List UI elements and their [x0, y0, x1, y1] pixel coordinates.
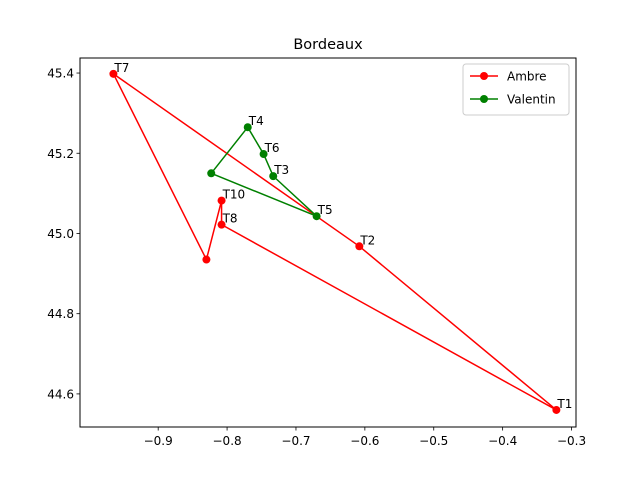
x-axis: −0.9 −0.8 −0.7 −0.6 −0.5 −0.4 −0.3: [144, 427, 586, 448]
x-tick-label: −0.6: [350, 434, 379, 448]
data-point-valentin-t5: [312, 212, 321, 221]
x-tick-label: −0.9: [144, 434, 173, 448]
data-point-valentin-t3: [269, 172, 278, 181]
x-tick-label: −0.4: [488, 434, 517, 448]
x-tick-label: −0.5: [419, 434, 448, 448]
y-tick-label: 44.6: [47, 387, 74, 401]
point-label-t7: T7: [113, 61, 129, 75]
data-point-ambre-3: [202, 255, 211, 264]
point-label-t10: T10: [222, 188, 246, 202]
point-label-t3: T3: [273, 163, 289, 177]
legend-swatch-marker-ambre: [480, 72, 488, 80]
point-label-t1: T1: [556, 397, 572, 411]
x-tick-label: −0.3: [557, 434, 586, 448]
point-label-t5: T5: [317, 203, 333, 217]
chart-title: Bordeaux: [293, 37, 363, 53]
series-line-valentin: [210, 126, 318, 217]
legend-label-valentin: Valentin: [507, 93, 556, 107]
plot-frame: [79, 57, 577, 428]
legend-swatch-marker-valentin: [480, 95, 488, 103]
data-point-valentin-t6: [259, 150, 268, 159]
data-point-ambre-t2: [355, 242, 364, 251]
y-tick-label: 45.0: [47, 227, 74, 241]
point-label-t8: T8: [222, 212, 238, 226]
data-point-ambre-t8: [217, 220, 226, 229]
x-tick-label: −0.7: [281, 434, 310, 448]
y-tick-label: 45.2: [47, 147, 74, 161]
legend: Ambre Valentin: [462, 63, 570, 116]
plot-area: [80, 58, 576, 427]
series-layer: [109, 69, 561, 414]
point-label-t2: T2: [359, 233, 375, 247]
y-axis: 44.6 44.8 45.0 45.2 45.4: [47, 67, 80, 401]
point-label-t4: T4: [248, 114, 264, 128]
data-point-ambre-t1: [552, 405, 561, 414]
point-label-t6: T6: [264, 141, 280, 155]
x-tick-label: −0.8: [213, 434, 242, 448]
data-point-ambre-t10: [217, 196, 226, 205]
data-point-valentin-4: [207, 169, 216, 178]
data-point-ambre-t7: [109, 69, 118, 78]
y-tick-label: 45.4: [47, 67, 74, 81]
data-point-valentin-t4: [243, 123, 252, 132]
legend-label-ambre: Ambre: [507, 70, 547, 84]
y-tick-label: 44.8: [47, 307, 74, 321]
